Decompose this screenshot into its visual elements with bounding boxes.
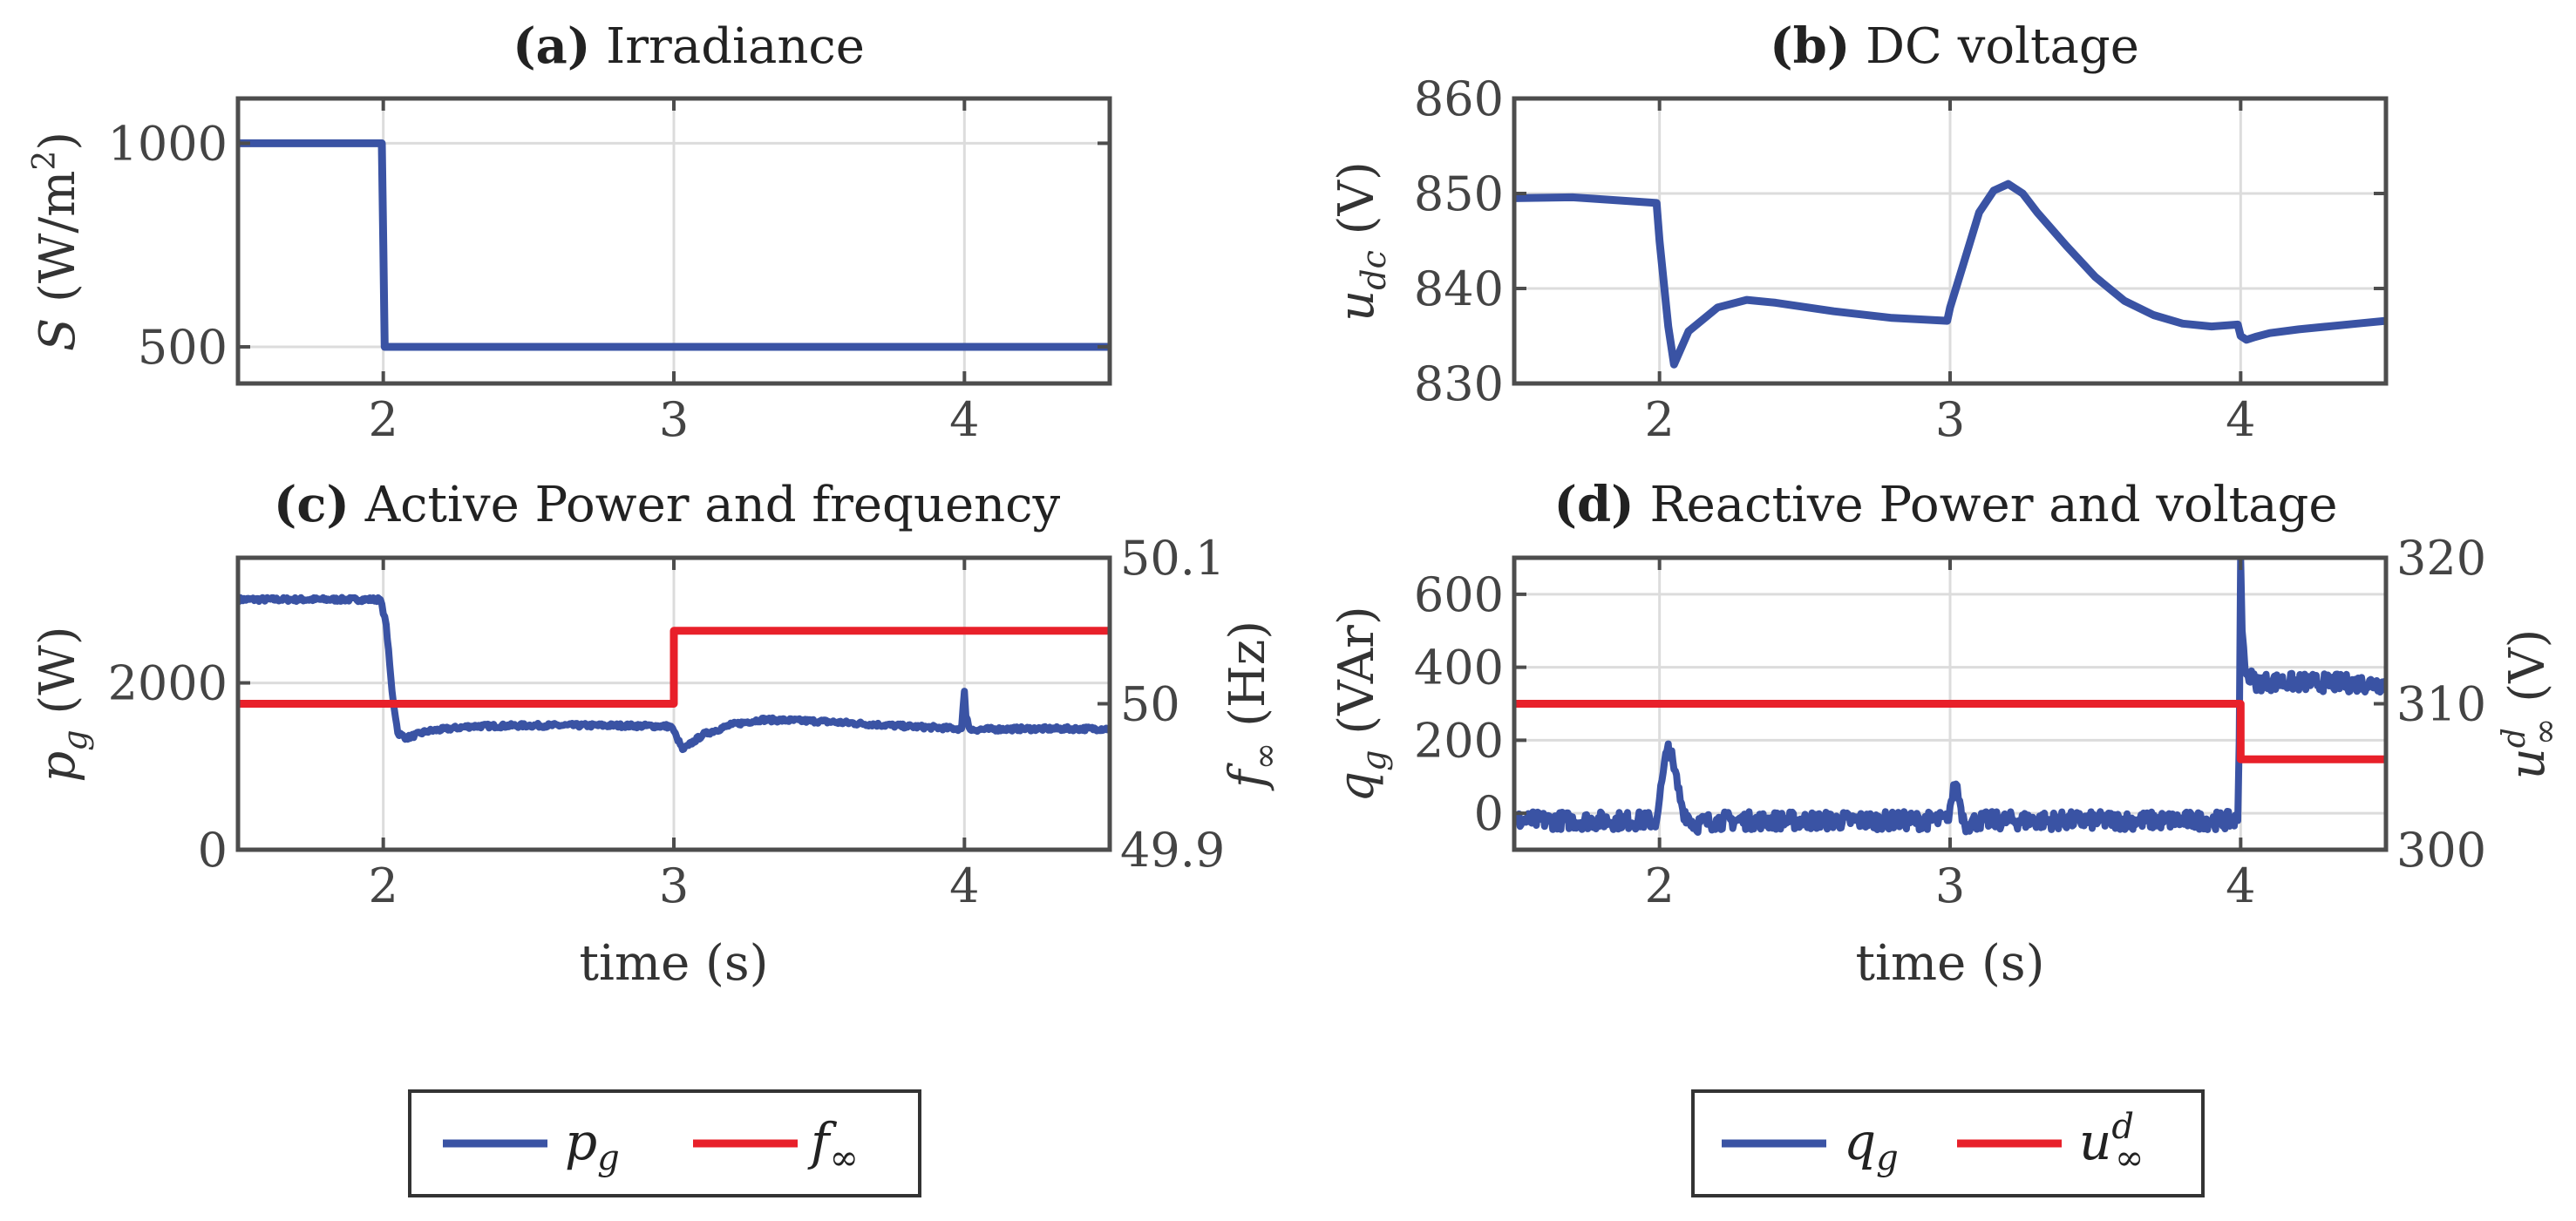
x-tick-label: 3 (659, 392, 689, 447)
y-tick-label: 0 (1474, 786, 1504, 841)
panel-a-irradiance: (a) Irradiance 2 3 4 500 1000 S (W/m2) (27, 17, 1112, 447)
legend-right: qg ud ∞ (1691, 1089, 2205, 1197)
x-tick-label: 2 (1644, 858, 1674, 913)
y-tick-label: 0 (198, 823, 228, 878)
y-tick-label: 2000 (108, 656, 228, 711)
y-right-tick-label: 310 (2396, 677, 2486, 732)
panel-c-title: (c) Active Power and frequency (274, 476, 1061, 533)
y-right-tick-label: 320 (2396, 531, 2486, 586)
panel-c-ylabel-right: f∞ (Hz) (1220, 621, 1284, 791)
panel-c-ylabel: pg (W) (30, 626, 94, 782)
panel-a-title: (a) Irradiance (513, 17, 865, 75)
series-line-b-0 (1514, 180, 2386, 369)
panel-b-ylabel: udc (V) (1329, 161, 1393, 322)
x-tick-label: 2 (368, 392, 398, 447)
legend-left: pg f∞ (408, 1089, 921, 1197)
panel-b-title: (b) DC voltage (1770, 17, 2139, 75)
y-right-tick-label: 50 (1120, 677, 1180, 732)
panel-c-xlabel: time (s) (580, 935, 769, 992)
y-right-tick-label: 49.9 (1120, 823, 1225, 878)
x-tick-label: 3 (1935, 392, 1965, 447)
x-tick-label: 2 (1644, 392, 1674, 447)
y-tick-label: 500 (138, 320, 228, 375)
x-tick-label: 4 (2226, 392, 2255, 447)
y-tick-label: 860 (1414, 71, 1504, 126)
legend-label-u-d-inf: ud ∞ (2079, 1107, 2144, 1178)
panel-d-ylabel-right: ud∞ (V) (2497, 629, 2564, 780)
panel-d-reactive-power: (d) Reactive Power and voltage 2 3 4 0 200 40… (1329, 476, 2564, 992)
x-tick-label: 4 (949, 858, 979, 913)
panel-d-ylabel: qg (VAr) (1329, 606, 1393, 803)
y-tick-label: 200 (1414, 713, 1504, 768)
y-right-tick-label: 50.1 (1120, 531, 1225, 586)
series-line-c-0 (238, 594, 1110, 754)
panel-a-ylabel: S (W/m2) (27, 132, 86, 351)
y-right-tick-label: 300 (2396, 823, 2486, 878)
panel-b-dc-voltage: (b) DC voltage 2 3 4 830 840 850 860 udc (V) (1329, 17, 2389, 447)
x-tick-label: 3 (1935, 858, 1965, 913)
x-tick-label: 3 (659, 858, 689, 913)
y-tick-label: 850 (1414, 166, 1504, 221)
y-tick-label: 840 (1414, 261, 1504, 316)
series-line-a-0 (238, 139, 1110, 351)
x-tick-label: 2 (368, 858, 398, 913)
series-line-c-1 (238, 627, 1110, 708)
x-tick-label: 4 (949, 392, 979, 447)
y-tick-label: 600 (1414, 567, 1504, 622)
x-tick-label: 4 (2226, 858, 2255, 913)
panel-d-title: (d) Reactive Power and voltage (1553, 476, 2337, 533)
panel-d-xlabel: time (s) (1856, 935, 2045, 992)
panel-c-active-power: (c) Active Power and frequency 2 3 4 0 2000 4… (30, 476, 1284, 992)
y-tick-label: 1000 (108, 116, 228, 171)
series-line-d-1 (1514, 700, 2386, 763)
y-tick-label: 400 (1414, 641, 1504, 695)
y-tick-label: 830 (1414, 356, 1504, 411)
